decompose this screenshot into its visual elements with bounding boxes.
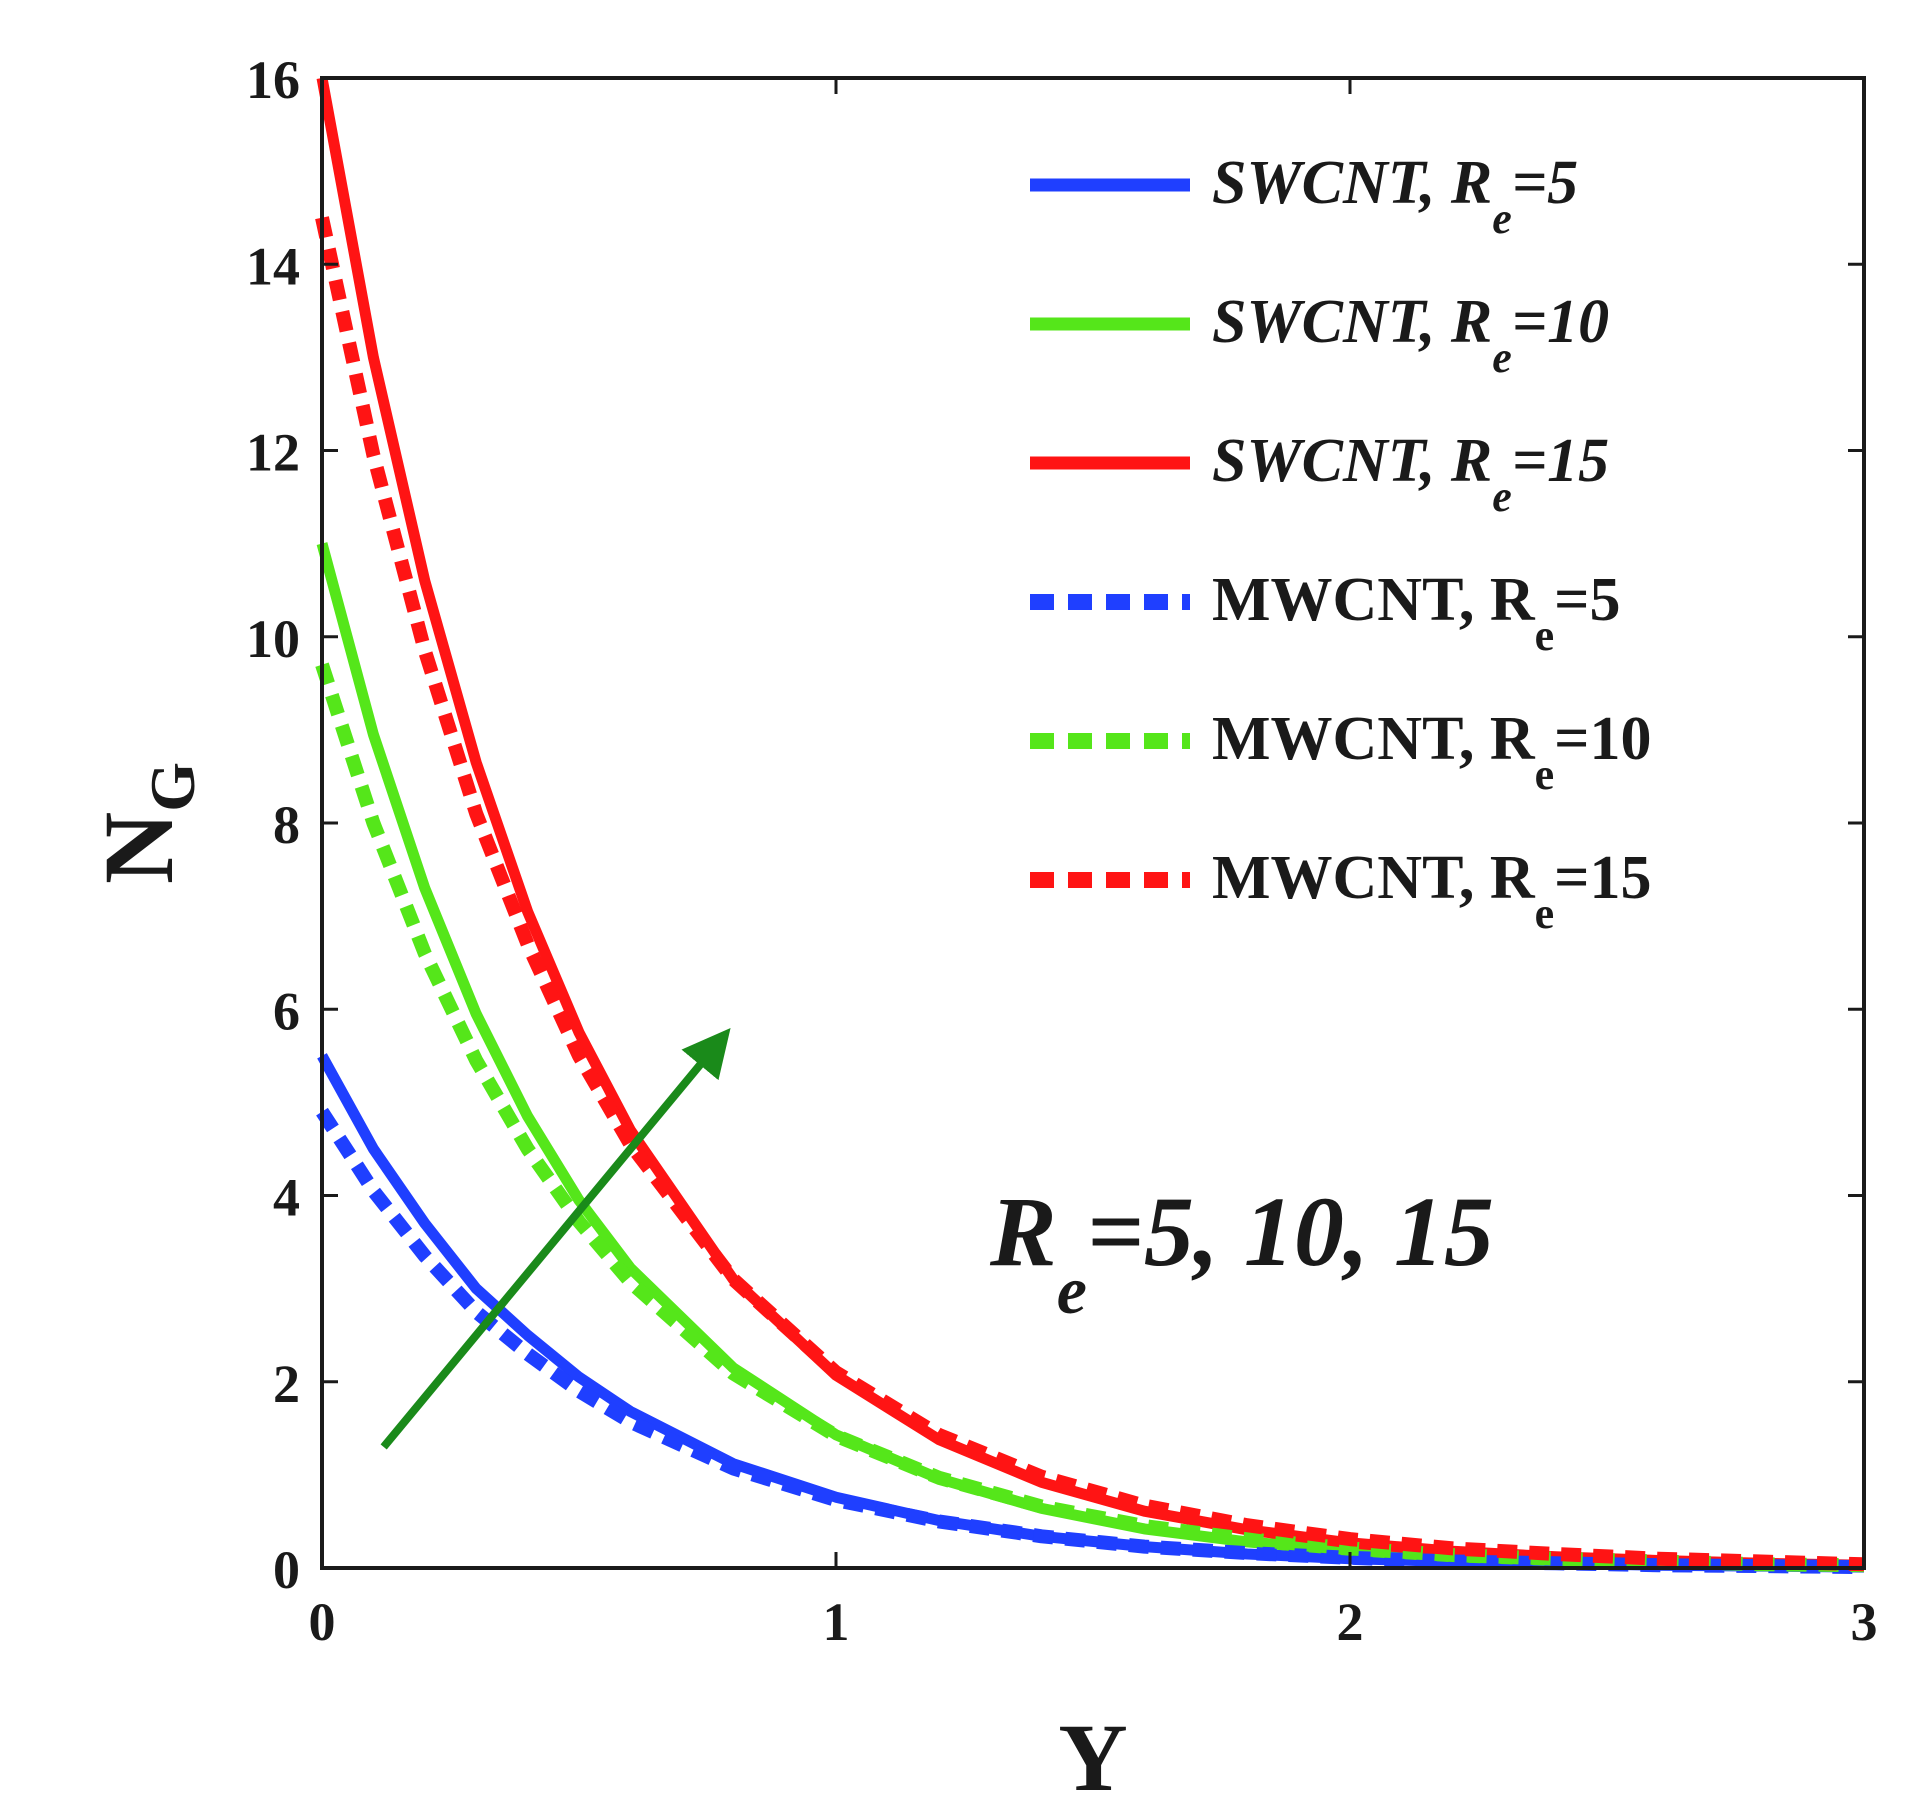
series-layer: [315, 77, 1865, 1575]
y-axis-label-main: N: [83, 812, 194, 884]
svg-text:NG: NG: [83, 762, 208, 884]
y-axis-label: NG: [83, 762, 208, 884]
y-tick-label: 2: [273, 1354, 300, 1414]
series-line-4: [316, 1107, 1865, 1575]
y-tick-label: 10: [246, 609, 300, 669]
y-tick-label: 0: [273, 1540, 300, 1600]
annotation: Re=5, 10, 15: [380, 1027, 1494, 1450]
x-tick-label: 0: [309, 1592, 336, 1652]
legend-label-6: MWCNT, Re=15: [1212, 844, 1651, 938]
plot-frame: [320, 76, 1866, 1570]
x-axis-label: Υ: [1058, 1704, 1127, 1811]
legend: SWCNT, Re=5 SWCNT, Re=10 SWCNT, Re=15 MWCNT…: [1030, 149, 1651, 938]
legend-label-3: SWCNT, Re=15: [1212, 427, 1609, 521]
y-tick-label: 12: [246, 423, 300, 483]
legend-label-1: SWCNT, Re=5: [1212, 149, 1578, 243]
x-tick-label: 2: [1337, 1592, 1364, 1652]
y-axis-label-sub: G: [137, 762, 208, 812]
trend-arrow: [380, 1027, 731, 1450]
legend-label-5: MWCNT, Re=10: [1212, 705, 1651, 799]
annotation-text: Re=5, 10, 15: [989, 1176, 1494, 1328]
y-tick-label: 6: [273, 981, 300, 1041]
series-line-3: [316, 77, 1865, 1571]
series-line-2: [316, 542, 1865, 1572]
y-tick-label: 14: [246, 236, 300, 296]
y-tick-label: 16: [246, 50, 300, 110]
x-tick-label: 3: [1851, 1592, 1878, 1652]
legend-label-2: SWCNT, Re=10: [1212, 288, 1609, 382]
legend-label-4: MWCNT, Re=5: [1212, 566, 1620, 660]
x-tick-label: 1: [823, 1592, 850, 1652]
y-tick-label: 4: [273, 1168, 300, 1228]
series-line-5: [315, 662, 1865, 1573]
series-line-6: [315, 216, 1865, 1572]
y-tick-label: 8: [273, 795, 300, 855]
